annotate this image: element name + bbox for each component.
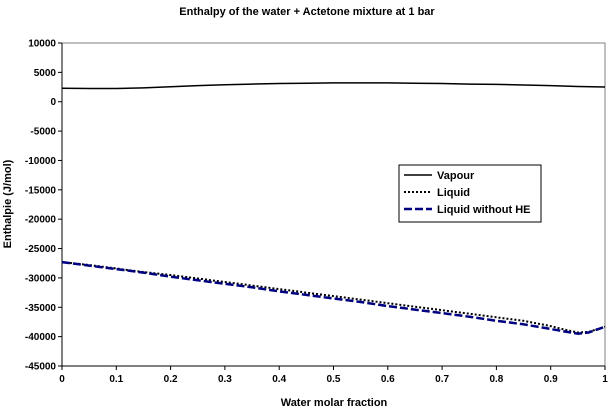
y-tick-label: -20000 xyxy=(25,215,57,226)
legend-label-liquid: Liquid xyxy=(437,187,470,199)
x-tick-label: 0 xyxy=(59,374,65,385)
y-tick-label: -30000 xyxy=(25,273,57,284)
y-axis-label: Enthalpie (J/mol) xyxy=(2,159,14,248)
x-tick-label: 0.1 xyxy=(109,374,123,385)
series-line-liquid xyxy=(61,261,606,334)
y-tick-label: -5000 xyxy=(30,127,56,138)
legend-label-vapour: Vapour xyxy=(437,170,475,182)
x-tick-label: 0.6 xyxy=(381,374,395,385)
series-line-vapour xyxy=(61,82,606,90)
y-tick-label: -25000 xyxy=(25,244,57,255)
x-tick-label: 0.5 xyxy=(327,374,341,385)
x-tick-label: 0.7 xyxy=(435,374,449,385)
legend-label-liquid-without-he: Liquid without HE xyxy=(437,204,530,216)
y-axis: 10000 5000 0 -5000 -10000 -15000 -20000 -25000 -… xyxy=(25,39,63,373)
y-tick-label: 0 xyxy=(50,97,56,108)
y-tick-label: -45000 xyxy=(25,362,57,373)
series-line-liquid-without-he xyxy=(61,260,606,335)
x-tick-label: 0.2 xyxy=(164,374,178,385)
x-tick-label: 0.9 xyxy=(544,374,558,385)
series-layer xyxy=(61,82,606,335)
x-tick-label: 0.3 xyxy=(218,374,232,385)
legend: Vapour Liquid Liquid without HE xyxy=(398,164,542,223)
x-axis: 0 0.1 0.2 0.3 0.4 0.5 0.6 0.7 0.8 0.9 1 xyxy=(59,365,608,385)
x-tick-label: 0.4 xyxy=(272,374,286,385)
y-tick-label: 10000 xyxy=(28,39,56,50)
y-tick-label: 5000 xyxy=(34,68,57,79)
chart-title: Enthalpy of the water + Actetone mixture… xyxy=(179,6,435,18)
y-tick-label: -40000 xyxy=(25,332,57,343)
x-tick-label: 0.8 xyxy=(489,374,503,385)
y-tick-label: -35000 xyxy=(25,303,57,314)
y-tick-label: -10000 xyxy=(25,156,57,167)
x-tick-label: 1 xyxy=(602,374,608,385)
y-tick-label: -15000 xyxy=(25,185,57,196)
x-axis-label: Water molar fraction xyxy=(281,397,388,408)
